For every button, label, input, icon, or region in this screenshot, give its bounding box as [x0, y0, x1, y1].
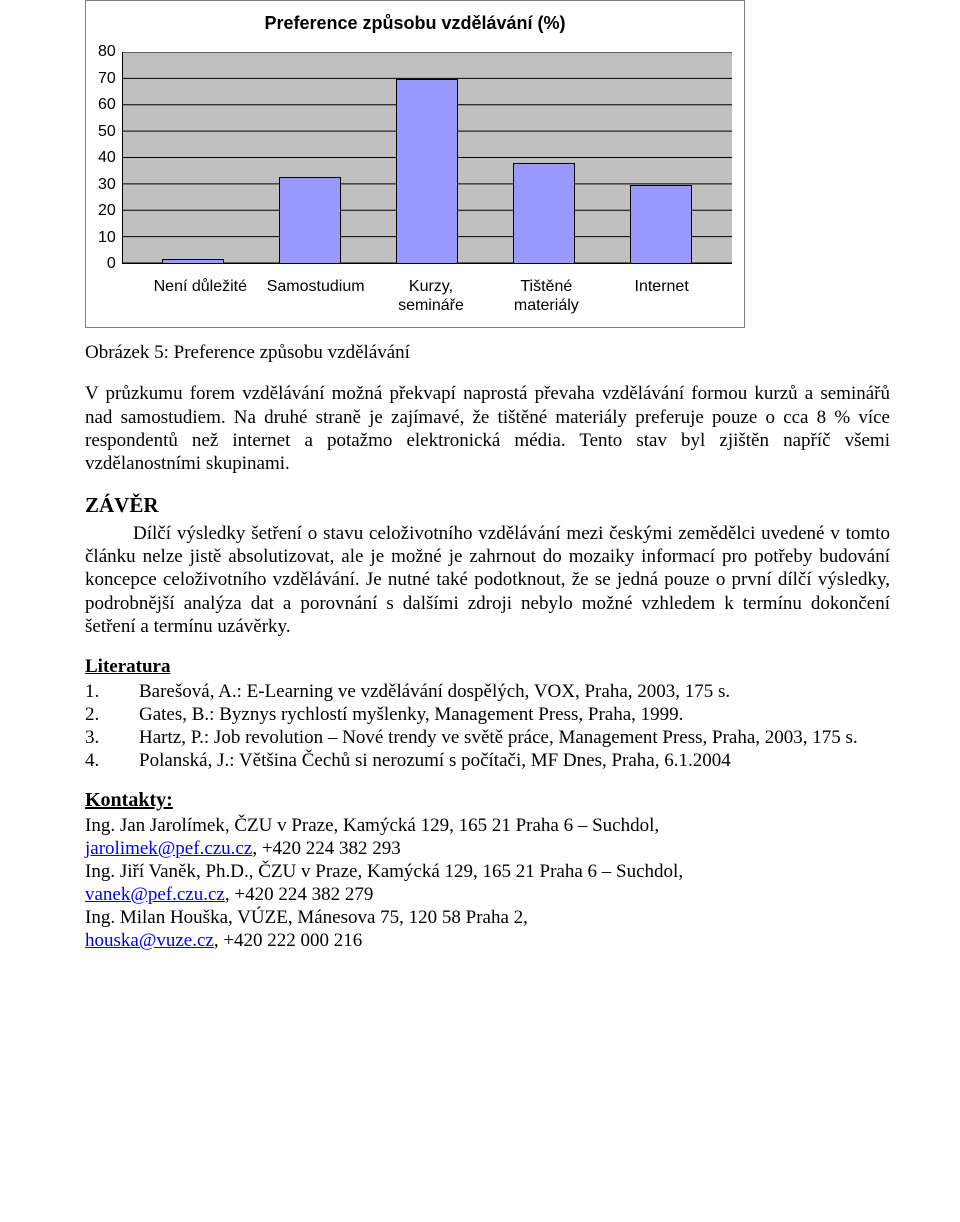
contact-phone: , +420 224 382 293	[252, 838, 400, 859]
y-tick: 20	[98, 202, 116, 220]
literatura-text: Barešová, A.: E-Learning ve vzdělávání d…	[139, 680, 730, 703]
paragraph-zaver: Dílčí výsledky šetření o stavu celoživot…	[85, 522, 890, 638]
bar	[396, 79, 458, 265]
contact-line: Ing. Jan Jarolímek, ČZU v Praze, Kamýcká…	[85, 814, 890, 837]
bars-group	[122, 52, 732, 264]
literatura-text: Hartz, P.: Job revolution – Nové trendy …	[139, 726, 858, 749]
figure-caption: Obrázek 5: Preference způsobu vzdělávání	[85, 342, 890, 364]
email-link[interactable]: vanek@pef.czu.cz	[85, 884, 225, 905]
literatura-item: 2.Gates, B.: Byznys rychlostí myšlenky, …	[85, 703, 890, 726]
contact-line: Ing. Jiří Vaněk, Ph.D., ČZU v Praze, Kam…	[85, 860, 890, 883]
x-label: Internet	[612, 277, 712, 315]
chart-container: Preference způsobu vzdělávání (%) 80 70 …	[85, 0, 745, 328]
x-label: Samostudium	[266, 277, 366, 315]
y-tick: 40	[98, 149, 116, 167]
bar	[630, 185, 692, 265]
plot-area	[122, 52, 732, 264]
y-tick: 30	[98, 176, 116, 194]
x-label: Kurzy, semináře	[381, 277, 481, 315]
paragraph-methods: V průzkumu forem vzdělávání možná překva…	[85, 382, 890, 475]
contact-phone: , +420 224 382 279	[225, 884, 373, 905]
section-heading-zaver: ZÁVĚR	[85, 493, 890, 518]
y-tick: 60	[98, 96, 116, 114]
contact-phone: , +420 222 000 216	[214, 930, 362, 951]
literatura-list: 1.Barešová, A.: E-Learning ve vzdělávání…	[85, 680, 890, 773]
x-label: Tištěné materiály	[496, 277, 596, 315]
literatura-item: 3.Hartz, P.: Job revolution – Nové trend…	[85, 726, 890, 749]
y-tick: 10	[98, 229, 116, 247]
email-link[interactable]: houska@vuze.cz	[85, 930, 214, 951]
bar	[162, 259, 224, 264]
literatura-num: 1.	[85, 680, 139, 703]
contact-line: Ing. Milan Houška, VÚZE, Mánesova 75, 12…	[85, 906, 890, 929]
literatura-heading: Literatura	[85, 656, 890, 678]
bar	[279, 177, 341, 264]
y-tick: 0	[107, 255, 116, 273]
literatura-text: Gates, B.: Byznys rychlostí myšlenky, Ma…	[139, 703, 683, 726]
page: Preference způsobu vzdělávání (%) 80 70 …	[0, 0, 960, 993]
y-axis: 80 70 60 50 40 30 20 10 0	[98, 43, 122, 273]
literatura-text: Polanská, J.: Většina Čechů si nerozumí …	[139, 749, 731, 772]
email-link[interactable]: jarolimek@pef.czu.cz	[85, 838, 252, 859]
chart-title: Preference způsobu vzdělávání (%)	[98, 13, 732, 34]
y-tick: 70	[98, 70, 116, 88]
contact-line: jarolimek@pef.czu.cz, +420 224 382 293	[85, 837, 890, 860]
chart-area: 80 70 60 50 40 30 20 10 0	[98, 52, 732, 273]
literatura-num: 3.	[85, 726, 139, 749]
literatura-item: 4.Polanská, J.: Většina Čechů si nerozum…	[85, 749, 890, 772]
x-axis: Není důležité Samostudium Kurzy, semináře T…	[130, 273, 732, 315]
literatura-num: 4.	[85, 749, 139, 772]
y-tick: 80	[98, 43, 116, 61]
x-label: Není důležité	[150, 277, 250, 315]
contact-line: houska@vuze.cz, +420 222 000 216	[85, 929, 890, 952]
contact-line: vanek@pef.czu.cz, +420 224 382 279	[85, 883, 890, 906]
literatura-num: 2.	[85, 703, 139, 726]
literatura-item: 1.Barešová, A.: E-Learning ve vzdělávání…	[85, 680, 890, 703]
kontakty-heading: Kontakty:	[85, 789, 890, 812]
bar	[513, 163, 575, 264]
y-tick: 50	[98, 123, 116, 141]
